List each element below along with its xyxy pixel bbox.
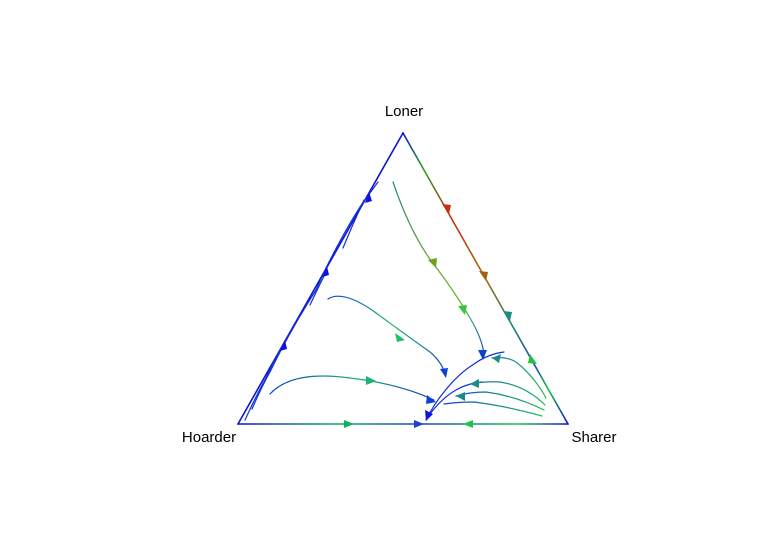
edge-left xyxy=(237,132,404,425)
flow-arrowheads xyxy=(280,192,537,428)
arrow-left-edge-3 xyxy=(280,340,287,351)
arrow-right-edge-1 xyxy=(442,204,451,214)
trajectory-left-3 xyxy=(309,271,327,306)
left-edge-trajectories xyxy=(244,181,379,421)
arrow-fan-3 xyxy=(456,392,465,401)
arrow-top-traj-2 xyxy=(458,305,467,315)
arrow-right-edge-2 xyxy=(479,271,488,281)
trajectory-branch-stem xyxy=(425,351,505,421)
trajectory-top xyxy=(392,181,485,358)
arrow-mid-upper-1 xyxy=(395,333,405,342)
interior-trajectories xyxy=(269,181,505,421)
trajectory-fan-4 xyxy=(443,401,543,417)
arrow-mid-upper-2 xyxy=(440,368,448,378)
arrow-bottom-edge-2 xyxy=(414,420,424,428)
simplex-edges xyxy=(237,132,569,425)
right-corner-trajectories xyxy=(443,356,547,417)
trajectory-branch-stem-2 xyxy=(429,381,483,415)
arrow-top-traj-3 xyxy=(478,350,487,360)
arrow-right-edge-3 xyxy=(503,311,512,321)
trajectory-fan-1 xyxy=(491,356,547,399)
arrow-left-edge-1 xyxy=(365,192,372,203)
trajectory-left-2 xyxy=(244,341,286,421)
trajectory-mid-lower xyxy=(269,375,435,401)
arrow-right-edge-4 xyxy=(528,354,537,364)
vertex-label-left: Hoarder xyxy=(182,429,236,446)
trajectory-mid-upper xyxy=(327,295,447,377)
vertex-label-top: Loner xyxy=(385,103,423,120)
arrow-fan-2 xyxy=(470,379,479,388)
trajectory-left-4 xyxy=(342,199,365,249)
arrow-top-traj-1 xyxy=(428,258,437,268)
trajectory-fan-2 xyxy=(469,381,546,406)
trajectory-left-1 xyxy=(251,181,379,410)
arrow-bottom-edge-1 xyxy=(344,420,354,428)
arrow-fan-1 xyxy=(492,354,501,363)
arrow-convergence xyxy=(425,410,433,421)
arrow-mid-lower-2 xyxy=(426,395,436,404)
arrow-left-edge-2 xyxy=(322,266,329,277)
trajectory-fan-3 xyxy=(455,391,545,411)
arrow-bottom-edge-3 xyxy=(463,420,473,428)
vertex-label-right: Sharer xyxy=(571,429,616,446)
arrow-mid-lower-1 xyxy=(366,376,376,385)
